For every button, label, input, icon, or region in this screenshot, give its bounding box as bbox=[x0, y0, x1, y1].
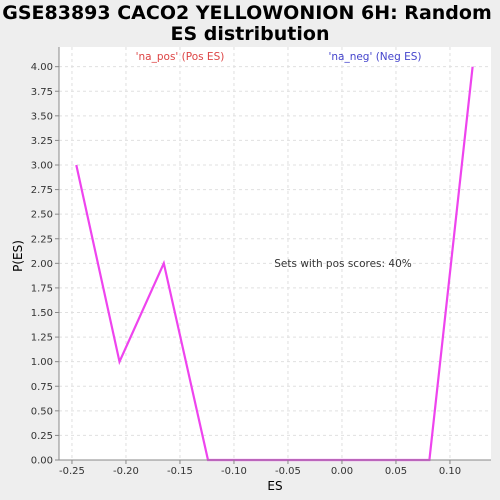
x-tick-label: 0.00 bbox=[331, 466, 353, 477]
chart-title-line-2: ES distribution bbox=[171, 23, 330, 45]
legend-neg-label: 'na_neg' (Neg ES) bbox=[328, 51, 421, 63]
y-tick-label: 3.75 bbox=[31, 87, 53, 98]
y-tick-label: 1.50 bbox=[31, 308, 53, 319]
x-axis-ticks: -0.25 -0.20 -0.15 -0.10 -0.05 0.00 0.05 0.10 bbox=[59, 460, 461, 477]
grid bbox=[59, 47, 491, 461]
y-tick-label: 3.50 bbox=[31, 111, 53, 122]
y-tick-label: 0.25 bbox=[31, 431, 53, 442]
y-tick-label: 2.50 bbox=[31, 210, 53, 221]
plot-area bbox=[59, 47, 491, 460]
x-tick-label: -0.05 bbox=[275, 466, 301, 477]
y-tick-label: 2.25 bbox=[31, 234, 53, 245]
y-tick-label: 0.00 bbox=[31, 456, 53, 467]
pos-score-annotation: Sets with pos scores: 40% bbox=[274, 258, 411, 270]
y-axis-ticks: 0.00 0.25 0.50 0.75 1.00 1.25 1.50 1.75 2.00 2.25… bbox=[31, 62, 59, 467]
x-tick-label: -0.20 bbox=[113, 466, 139, 477]
x-axis-label: ES bbox=[267, 479, 282, 493]
x-tick-label: -0.15 bbox=[167, 466, 193, 477]
y-tick-label: 1.25 bbox=[31, 333, 53, 344]
x-tick-label: -0.25 bbox=[59, 466, 85, 477]
y-tick-label: 0.75 bbox=[31, 382, 53, 393]
series-layer bbox=[75, 66, 474, 462]
y-tick-label: 3.25 bbox=[31, 136, 53, 147]
y-axis-label: P(ES) bbox=[11, 240, 25, 272]
legend-pos-label: 'na_pos' (Pos ES) bbox=[136, 51, 225, 63]
x-tick-label: -0.10 bbox=[221, 466, 247, 477]
y-tick-label: 3.00 bbox=[31, 161, 53, 172]
chart-title-line-1: GSE83893 CACO2 YELLOWONION 6H: Random bbox=[2, 2, 492, 24]
y-tick-label: 4.00 bbox=[31, 62, 53, 73]
y-tick-label: 1.00 bbox=[31, 357, 53, 368]
x-tick-label: 0.05 bbox=[385, 466, 407, 477]
y-tick-label: 0.50 bbox=[31, 406, 53, 417]
y-tick-label: 2.00 bbox=[31, 259, 53, 270]
series-line bbox=[75, 66, 474, 462]
y-tick-label: 2.75 bbox=[31, 185, 53, 196]
x-tick-label: 0.10 bbox=[439, 466, 461, 477]
y-tick-label: 1.75 bbox=[31, 283, 53, 294]
